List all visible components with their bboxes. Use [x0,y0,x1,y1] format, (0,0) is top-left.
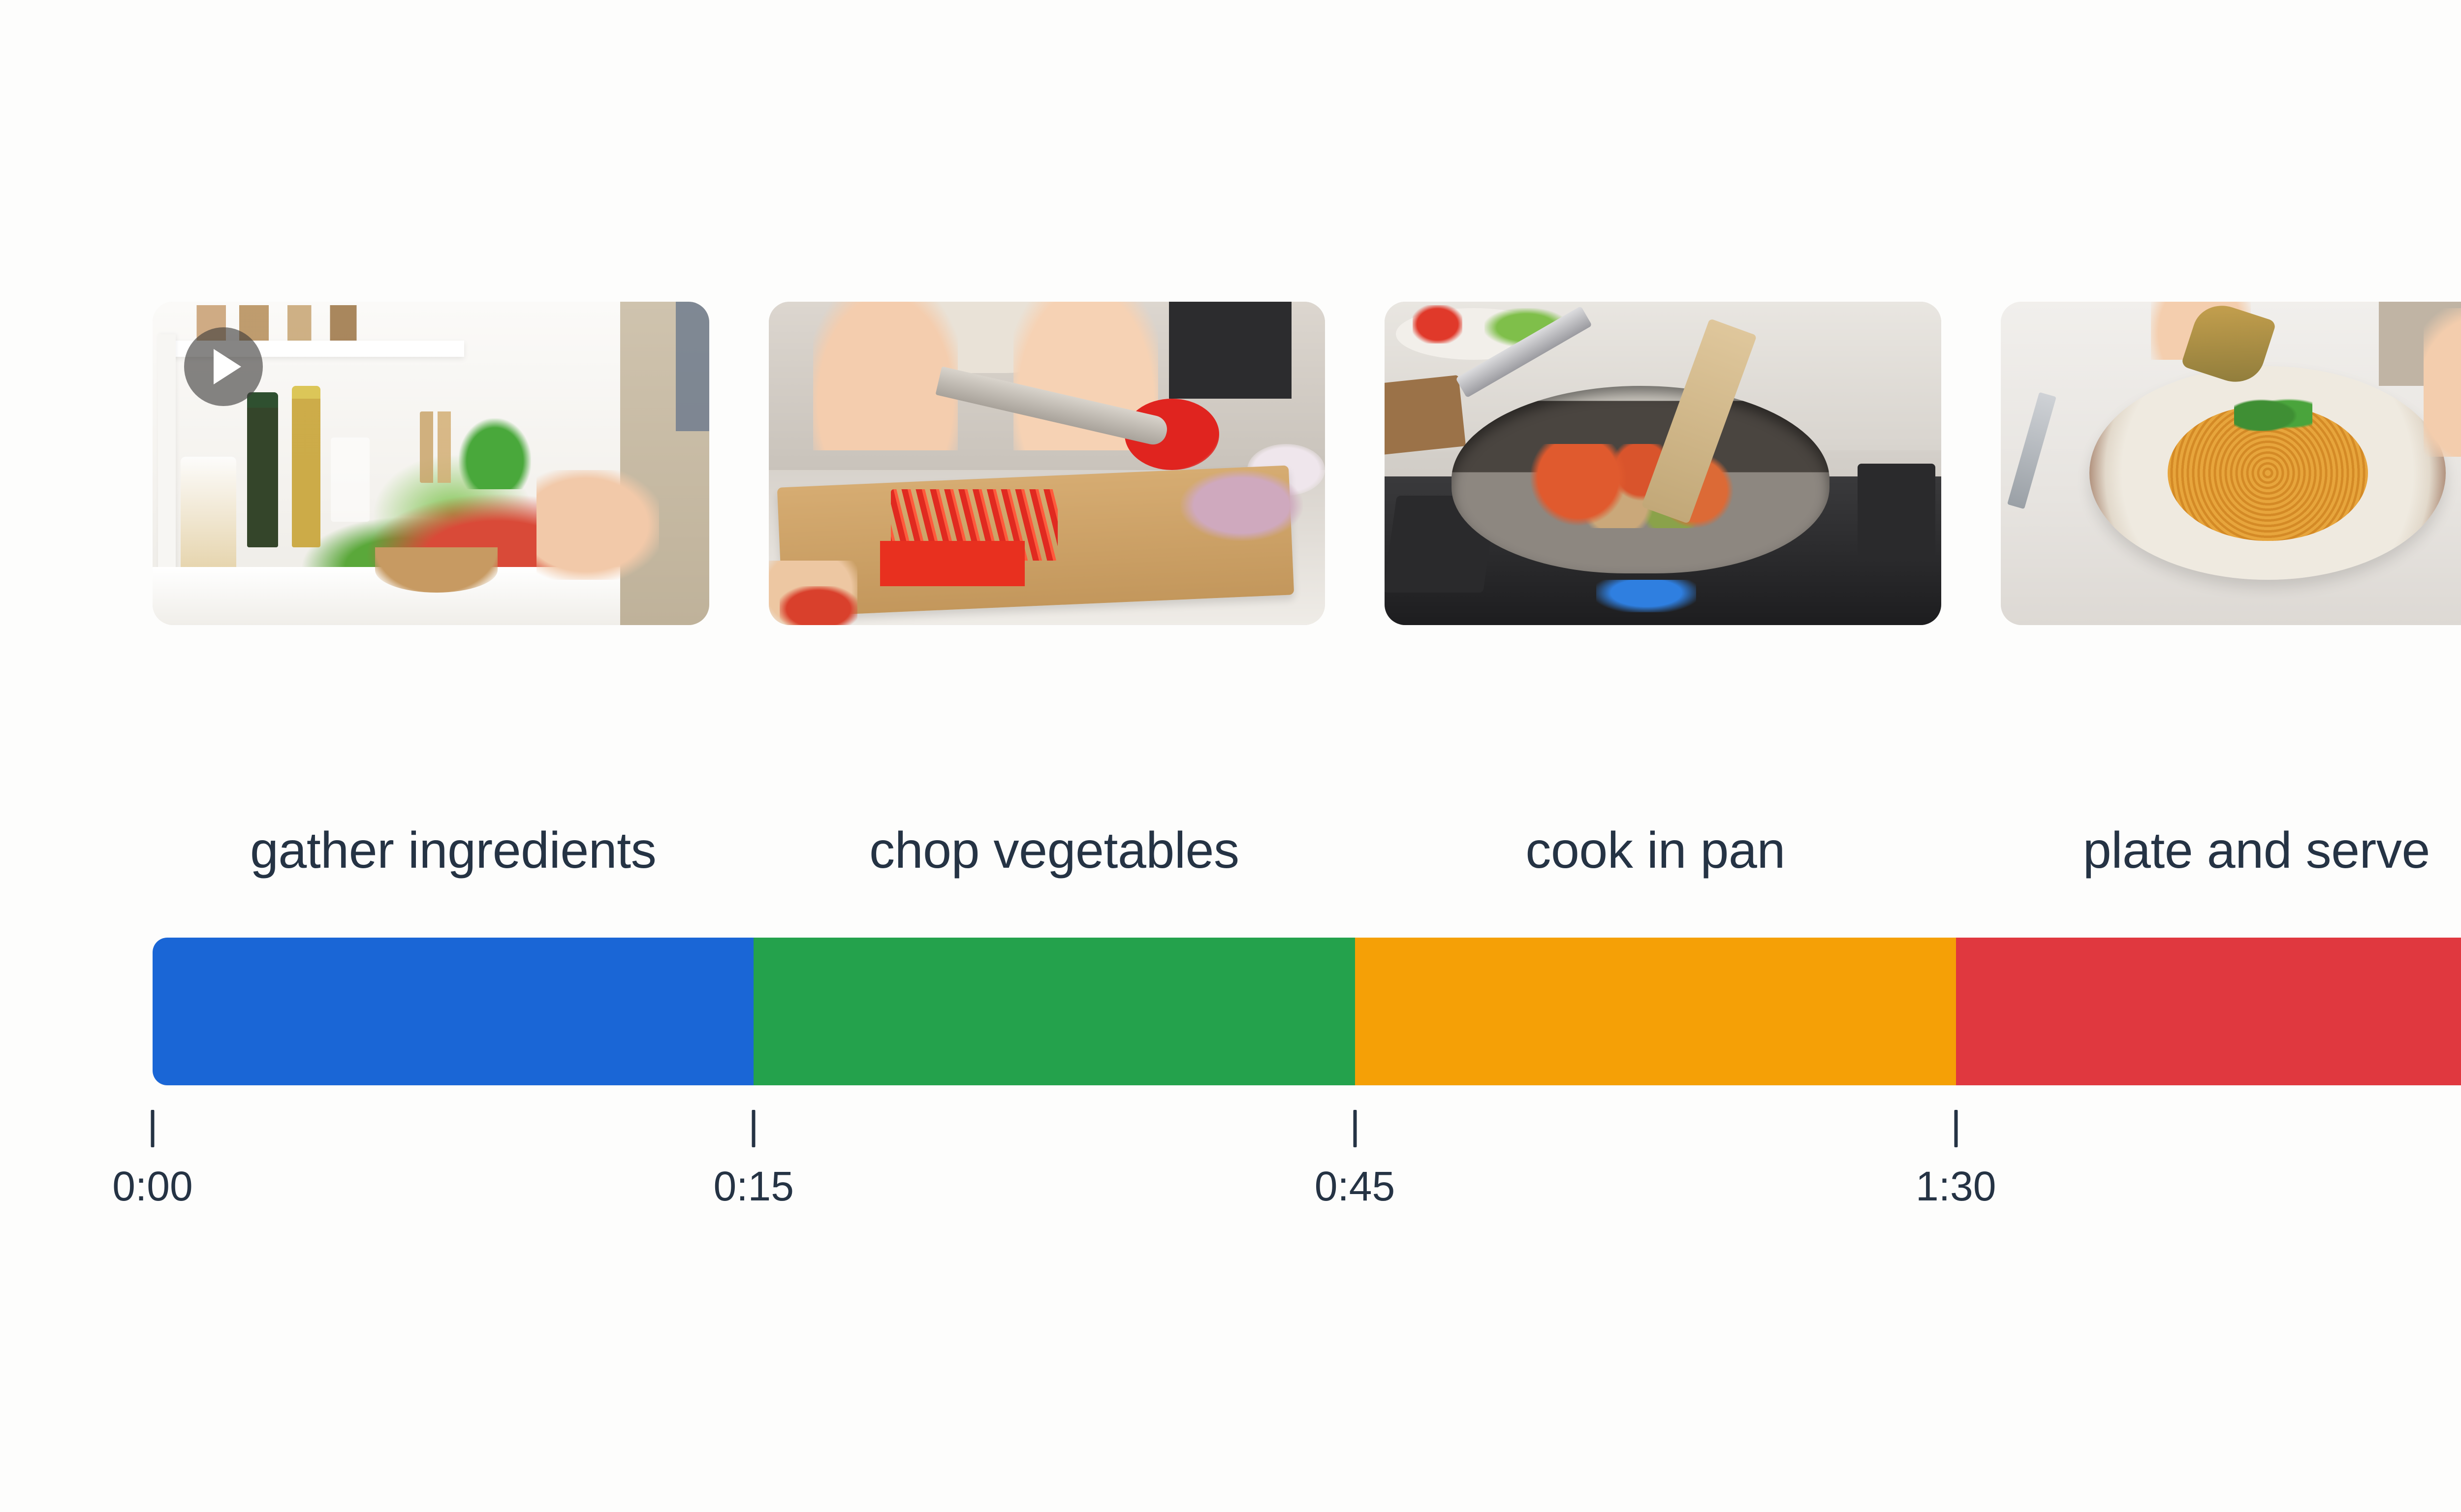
segment-label-chop-vegetables: chop vegetables [869,822,1239,879]
timeline-segment-chop-vegetables[interactable] [754,938,1355,1085]
tick-mark-0 [151,1110,155,1147]
timeline-segment-cook-in-pan[interactable] [1355,938,1956,1085]
segment-label-row: gather ingredients chop vegetables cook … [153,811,2461,890]
timeline-time-label-row: 0:00 0:15 0:45 1:30 2:00 [112,1159,2461,1213]
time-label-start: 0:00 [112,1163,193,1209]
timeline-segment-gather-ingredients[interactable] [153,938,754,1085]
thumbnail-gather-ingredients[interactable] [153,302,709,625]
thumbnail-image-2 [768,302,1325,625]
tick-mark-1 [752,1110,756,1147]
timeline-bar[interactable] [153,938,2461,1085]
thumbnail-image-1 [153,302,709,625]
thumbnail-strip [153,302,2461,625]
timeline-segment-plate-and-serve[interactable] [1956,938,2461,1085]
segment-label-cook-in-pan: cook in pan [1525,822,1785,879]
time-label-1-30: 1:30 [1916,1163,1996,1209]
thumbnail-chop-vegetables[interactable] [768,302,1325,625]
play-icon [214,349,241,384]
tick-mark-3 [1954,1110,1958,1147]
thumbnail-image-3 [1385,302,1941,625]
time-label-0-15: 0:15 [713,1163,794,1209]
thumbnail-cook-in-pan[interactable] [1385,302,1941,625]
tick-mark-2 [1353,1110,1357,1147]
thumbnail-plate-and-serve[interactable] [2000,302,2461,625]
thumbnail-image-4 [2000,302,2461,625]
timeline-tick-row [151,1110,2461,1154]
segment-label-plate-and-serve: plate and serve [2082,822,2430,879]
segment-label-gather-ingredients: gather ingredients [250,822,657,879]
play-button-overlay[interactable] [184,327,263,406]
time-label-0-45: 0:45 [1314,1163,1395,1209]
